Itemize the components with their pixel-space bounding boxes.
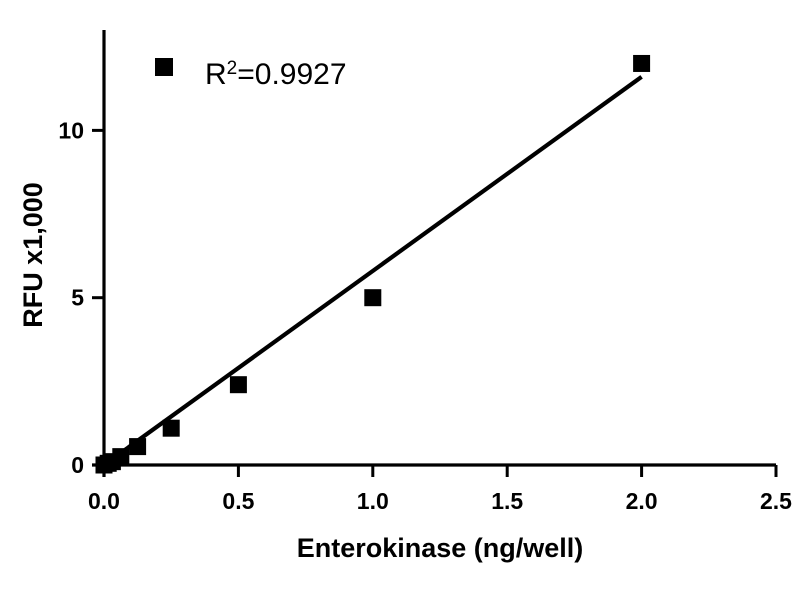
y-axis-ticks: 0 5 10 bbox=[58, 117, 104, 478]
fit-line-group bbox=[102, 75, 643, 467]
x-tick-label: 2.5 bbox=[760, 488, 792, 514]
data-points bbox=[95, 54, 651, 474]
data-point bbox=[112, 448, 130, 466]
legend-label-base: R bbox=[205, 58, 227, 91]
y-axis-title: RFU x1,000 bbox=[18, 182, 48, 328]
x-tick-label: 2.0 bbox=[626, 488, 658, 514]
y-tick-label: 10 bbox=[58, 117, 84, 143]
x-tick-label: 1.5 bbox=[491, 488, 523, 514]
x-tick-label: 0.5 bbox=[222, 488, 254, 514]
data-point bbox=[162, 419, 180, 437]
data-point bbox=[364, 289, 382, 307]
x-tick-label: 0.0 bbox=[88, 488, 120, 514]
legend-label: R2=0.9927 bbox=[205, 58, 347, 92]
y-tick-label: 0 bbox=[71, 452, 84, 478]
axes bbox=[92, 30, 776, 477]
x-axis-title: Enterokinase (ng/well) bbox=[297, 533, 584, 563]
data-point bbox=[129, 438, 147, 456]
legend-label-superscript: 2 bbox=[227, 58, 238, 79]
x-axis-ticks: 0.0 0.5 1.0 1.5 2.0 2.5 bbox=[88, 465, 792, 514]
x-tick-label: 1.0 bbox=[357, 488, 389, 514]
data-point bbox=[633, 54, 651, 72]
y-tick-label: 5 bbox=[71, 285, 84, 311]
data-point bbox=[229, 376, 247, 394]
legend: R2=0.9927 bbox=[155, 58, 347, 92]
linear-fit-line bbox=[102, 75, 643, 467]
legend-marker bbox=[155, 58, 173, 76]
legend-label-value: =0.9927 bbox=[237, 58, 346, 91]
